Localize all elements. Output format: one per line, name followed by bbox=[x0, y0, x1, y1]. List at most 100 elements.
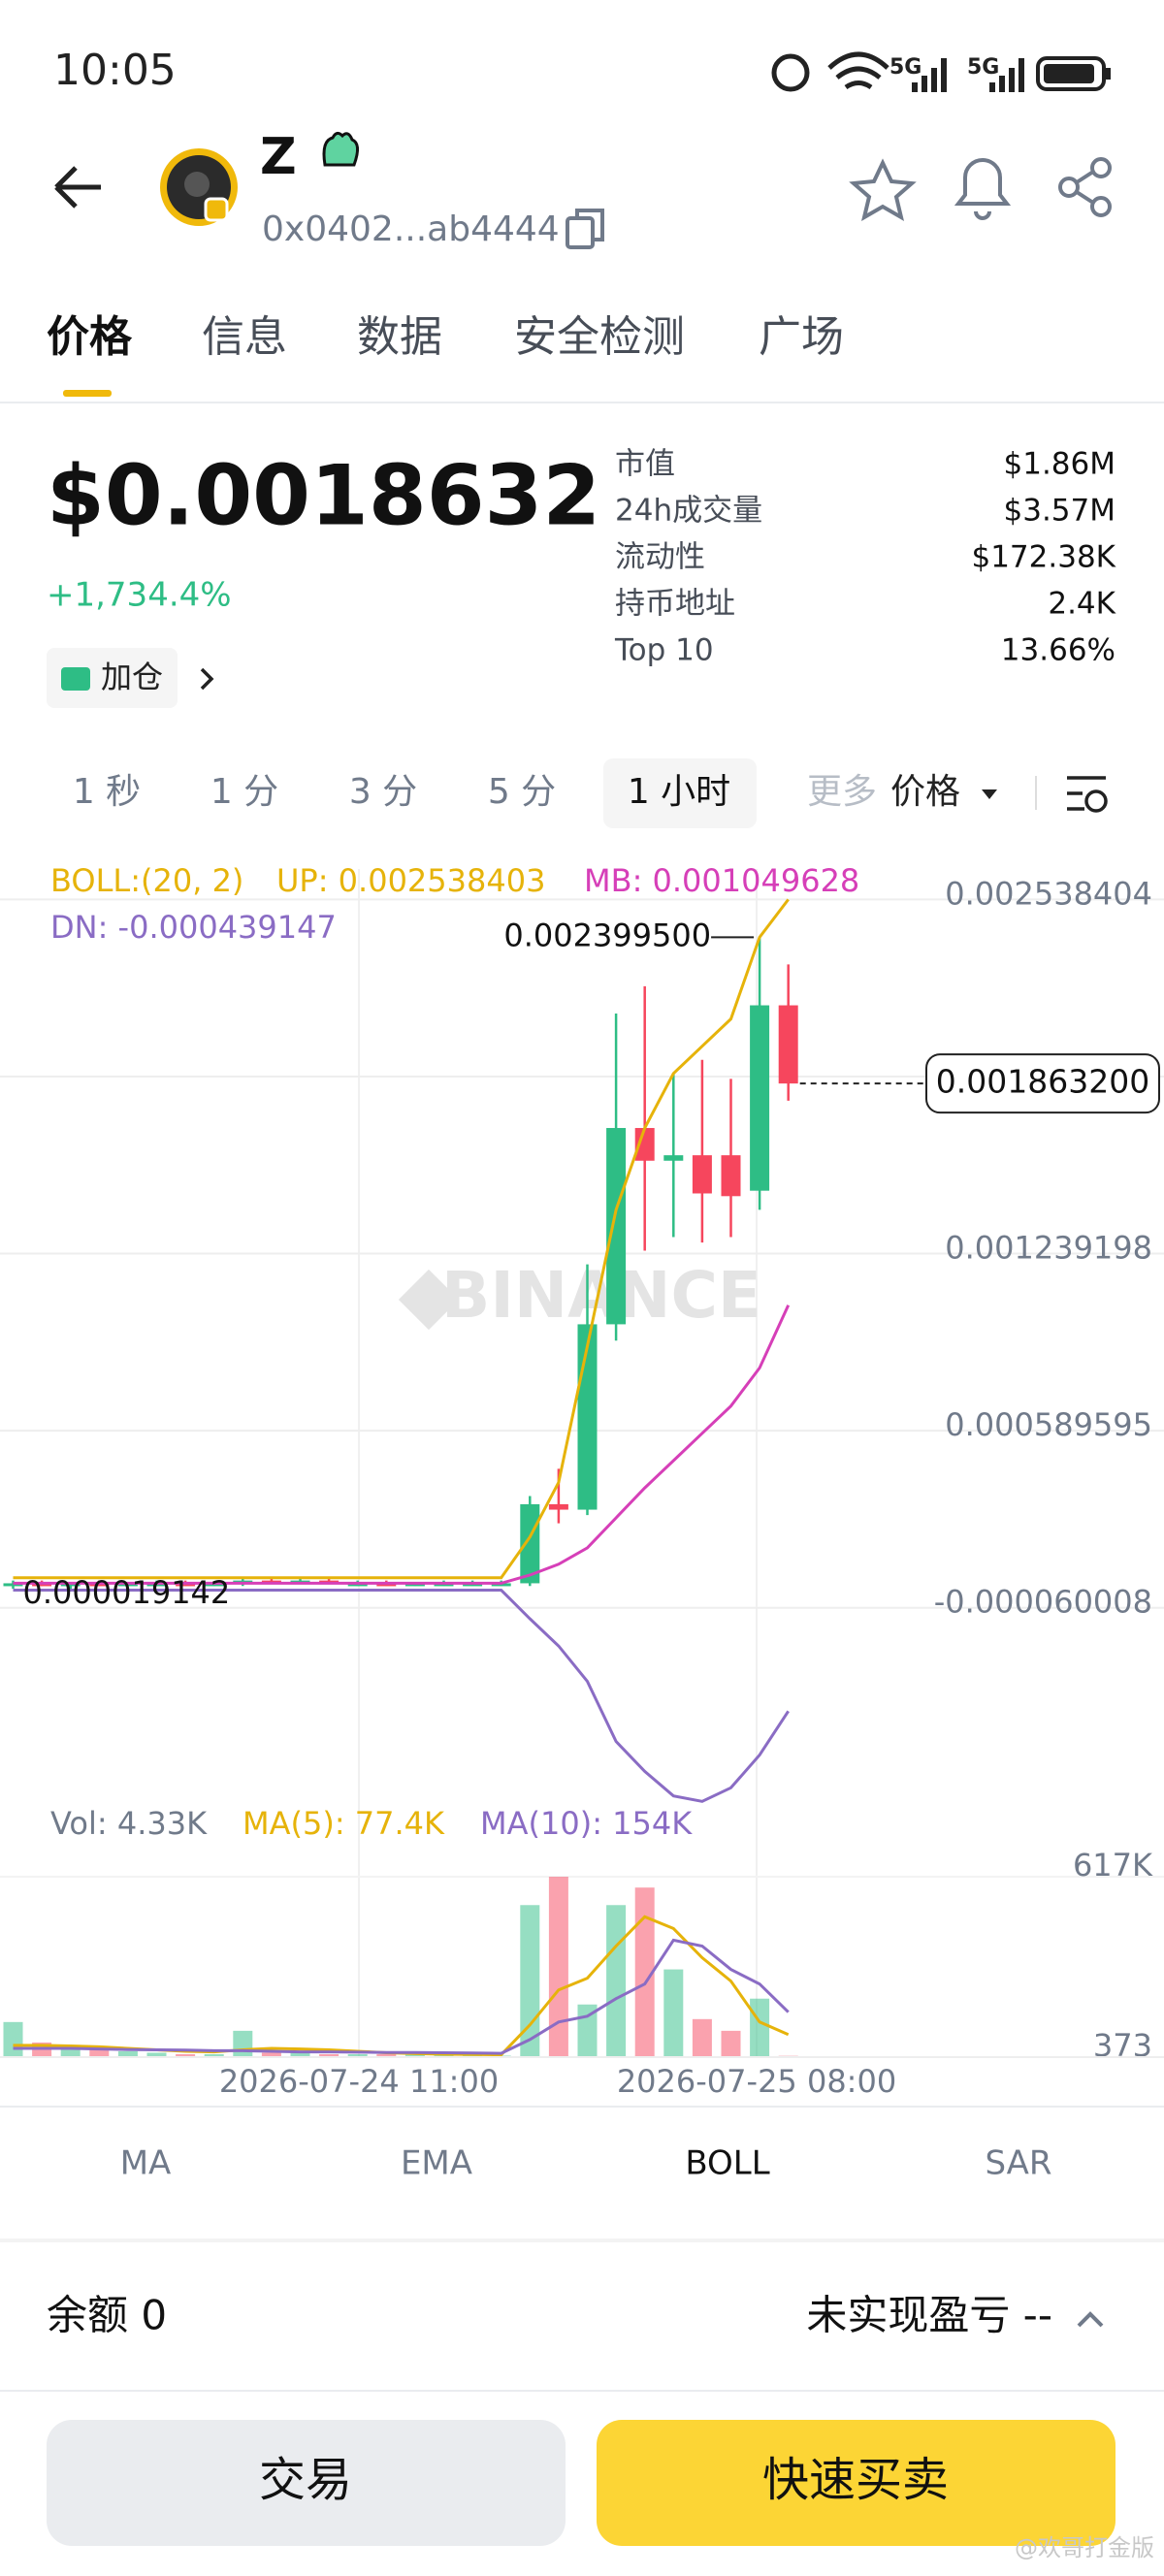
dropdown-arrow bbox=[982, 789, 997, 799]
share-button[interactable] bbox=[1058, 157, 1112, 217]
unrealized-pnl: 未实现盈亏 -- bbox=[806, 2292, 1052, 2339]
min-label: 0.000019142 bbox=[23, 1574, 231, 1611]
last-price-label: 0.001863200 bbox=[936, 1063, 1149, 1101]
add-icon bbox=[61, 667, 90, 691]
tab[interactable]: 价格 bbox=[47, 312, 133, 362]
candle-body bbox=[463, 1583, 483, 1587]
tab[interactable]: 广场 bbox=[759, 312, 844, 362]
indicator-tab[interactable]: EMA bbox=[401, 2144, 472, 2183]
candle-body bbox=[434, 1583, 454, 1587]
volume-legend: MA(10): 154K bbox=[480, 1805, 693, 1842]
y-tick-label: -0.000060008 bbox=[934, 1584, 1152, 1621]
x-tick-label: 2026-07-25 08:00 bbox=[617, 2063, 896, 2100]
y-tick-label: 0.000589595 bbox=[945, 1406, 1152, 1443]
tab[interactable]: 安全检测 bbox=[514, 312, 685, 362]
volume-ma-line bbox=[13, 1938, 790, 2055]
chevron bbox=[200, 667, 214, 691]
chart-settings-button[interactable] bbox=[1067, 776, 1108, 813]
quick-buy-label: 快速买卖 bbox=[762, 2453, 949, 2507]
interval[interactable]: 5 分 bbox=[488, 772, 556, 812]
expand-button[interactable] bbox=[1077, 2311, 1104, 2328]
boll-line bbox=[13, 1304, 791, 1585]
indicator-tab[interactable]: MA bbox=[120, 2144, 172, 2183]
y-tick-label: 0.001239198 bbox=[945, 1230, 1152, 1267]
star-button[interactable] bbox=[849, 158, 917, 222]
stat-value: $1.86M bbox=[1004, 447, 1116, 482]
tab[interactable]: 数据 bbox=[357, 312, 442, 362]
candle-body bbox=[3, 1583, 23, 1587]
candle-body bbox=[548, 1503, 568, 1510]
copy-button[interactable] bbox=[566, 209, 604, 249]
candle-body bbox=[347, 1583, 368, 1587]
candle-body bbox=[32, 1583, 52, 1587]
volume-bar bbox=[663, 1969, 684, 2057]
stat-label: 市值 bbox=[615, 447, 675, 482]
volume-bar bbox=[750, 1998, 770, 2057]
volume-bar bbox=[290, 2050, 310, 2057]
boll-line bbox=[13, 898, 790, 1580]
candle-body bbox=[376, 1583, 397, 1587]
time: 10:05 bbox=[53, 46, 177, 95]
volume-bar bbox=[117, 2050, 138, 2057]
stat-value: 2.4K bbox=[1048, 587, 1116, 622]
indicator-tab[interactable]: BOLL bbox=[685, 2144, 769, 2183]
balance: 余额 0 bbox=[47, 2292, 167, 2339]
candle-body bbox=[750, 1005, 770, 1191]
interval[interactable]: 1 小时 bbox=[628, 772, 730, 812]
candle-body bbox=[606, 1128, 627, 1325]
candle-body bbox=[692, 1155, 712, 1194]
candle-body bbox=[146, 1583, 167, 1587]
volume-bar bbox=[204, 2053, 224, 2057]
interval[interactable]: 1 秒 bbox=[73, 772, 141, 812]
volume-bar bbox=[233, 2030, 253, 2057]
token-name: Z bbox=[260, 128, 297, 186]
tab[interactable]: 信息 bbox=[202, 312, 287, 362]
interval[interactable]: 3 分 bbox=[349, 772, 417, 812]
status-icons bbox=[771, 51, 1111, 92]
volume-bar bbox=[319, 2053, 340, 2057]
candle-body bbox=[404, 1583, 425, 1587]
indicator-tab[interactable]: SAR bbox=[985, 2144, 1051, 2183]
volume-tick-label: 373 bbox=[1093, 2027, 1152, 2064]
tab-indicator bbox=[63, 390, 112, 397]
volume-bar bbox=[89, 2047, 110, 2057]
back-button[interactable] bbox=[54, 166, 101, 209]
avatar bbox=[160, 148, 238, 226]
network-label: 5G bbox=[889, 55, 922, 80]
interval[interactable]: 1 分 bbox=[210, 772, 278, 812]
max-label: 0.002399500 bbox=[503, 917, 711, 953]
indicator-legend: BOLL:(20, 2) bbox=[50, 862, 243, 899]
quick-buy-button[interactable] bbox=[597, 2420, 1116, 2546]
indicator-legend: MB: 0.001049628 bbox=[584, 862, 859, 899]
divider bbox=[0, 2238, 1164, 2242]
candle-body bbox=[634, 1128, 655, 1161]
volume-bar bbox=[404, 2054, 425, 2057]
stat-value: 13.66% bbox=[1001, 633, 1116, 668]
stat-value: $172.38K bbox=[971, 540, 1116, 575]
stat-label: 持币地址 bbox=[615, 587, 735, 622]
candle-body bbox=[778, 1005, 798, 1084]
y-tick-label: 0.002538404 bbox=[945, 875, 1152, 912]
interval[interactable]: 更多 bbox=[807, 772, 877, 812]
volume-bar bbox=[434, 2054, 454, 2057]
candle-body bbox=[204, 1583, 224, 1587]
stat-label: 24h成交量 bbox=[615, 494, 762, 529]
add-button[interactable] bbox=[47, 648, 178, 708]
boll-line bbox=[13, 1589, 790, 1803]
candle-body bbox=[176, 1583, 196, 1587]
volume-bar bbox=[146, 2052, 167, 2057]
volume-bar bbox=[347, 2053, 368, 2057]
price-toggle[interactable]: 价格 bbox=[890, 772, 960, 812]
volume-legend: Vol: 4.33K bbox=[50, 1805, 208, 1842]
trade-button[interactable] bbox=[47, 2420, 566, 2546]
stat-label: 流动性 bbox=[615, 540, 705, 575]
candle-body bbox=[117, 1583, 138, 1587]
volume-bar bbox=[261, 2052, 281, 2057]
volume-bar bbox=[721, 2030, 741, 2057]
candle-body bbox=[491, 1583, 511, 1587]
last-price-box bbox=[925, 1053, 1160, 1114]
stat-value: $3.57M bbox=[1004, 494, 1116, 529]
bell-button[interactable] bbox=[954, 158, 1012, 220]
